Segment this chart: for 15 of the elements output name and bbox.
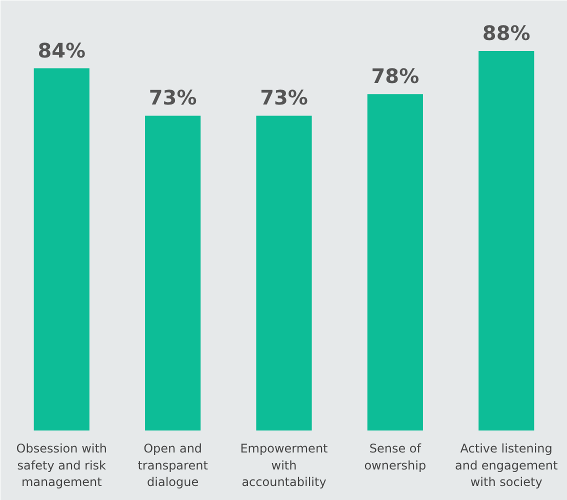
- bar: [145, 116, 201, 430]
- data-label: 73%: [260, 86, 308, 110]
- data-label: 88%: [482, 21, 530, 46]
- bar: [478, 51, 534, 430]
- x-tick-label: Sense of ownership: [364, 442, 426, 472]
- bar: [367, 94, 423, 430]
- x-tick-label: Empowerment with accountability: [240, 442, 328, 490]
- data-label: 84%: [38, 38, 86, 62]
- x-tick-label: Open and transparent dialogue: [138, 442, 208, 490]
- x-tick-label: Obsession with safety and risk management: [16, 442, 108, 490]
- bar: [256, 116, 312, 430]
- data-label: 78%: [371, 64, 420, 88]
- x-tick-label: Active listening and engagement with society: [454, 442, 558, 490]
- data-label: 73%: [148, 86, 197, 110]
- bar: [34, 68, 90, 430]
